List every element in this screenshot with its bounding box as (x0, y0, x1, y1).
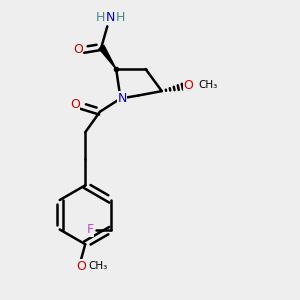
Text: O: O (73, 44, 83, 56)
Text: O: O (70, 98, 80, 111)
Text: O: O (76, 260, 86, 273)
Text: H: H (116, 11, 125, 24)
Text: CH₃: CH₃ (88, 261, 107, 271)
Text: H: H (95, 11, 105, 24)
Text: CH₃: CH₃ (199, 80, 218, 90)
Polygon shape (99, 45, 116, 69)
Text: N: N (117, 92, 127, 105)
Text: O: O (183, 79, 193, 92)
Text: N: N (106, 11, 115, 24)
Text: F: F (86, 223, 94, 236)
